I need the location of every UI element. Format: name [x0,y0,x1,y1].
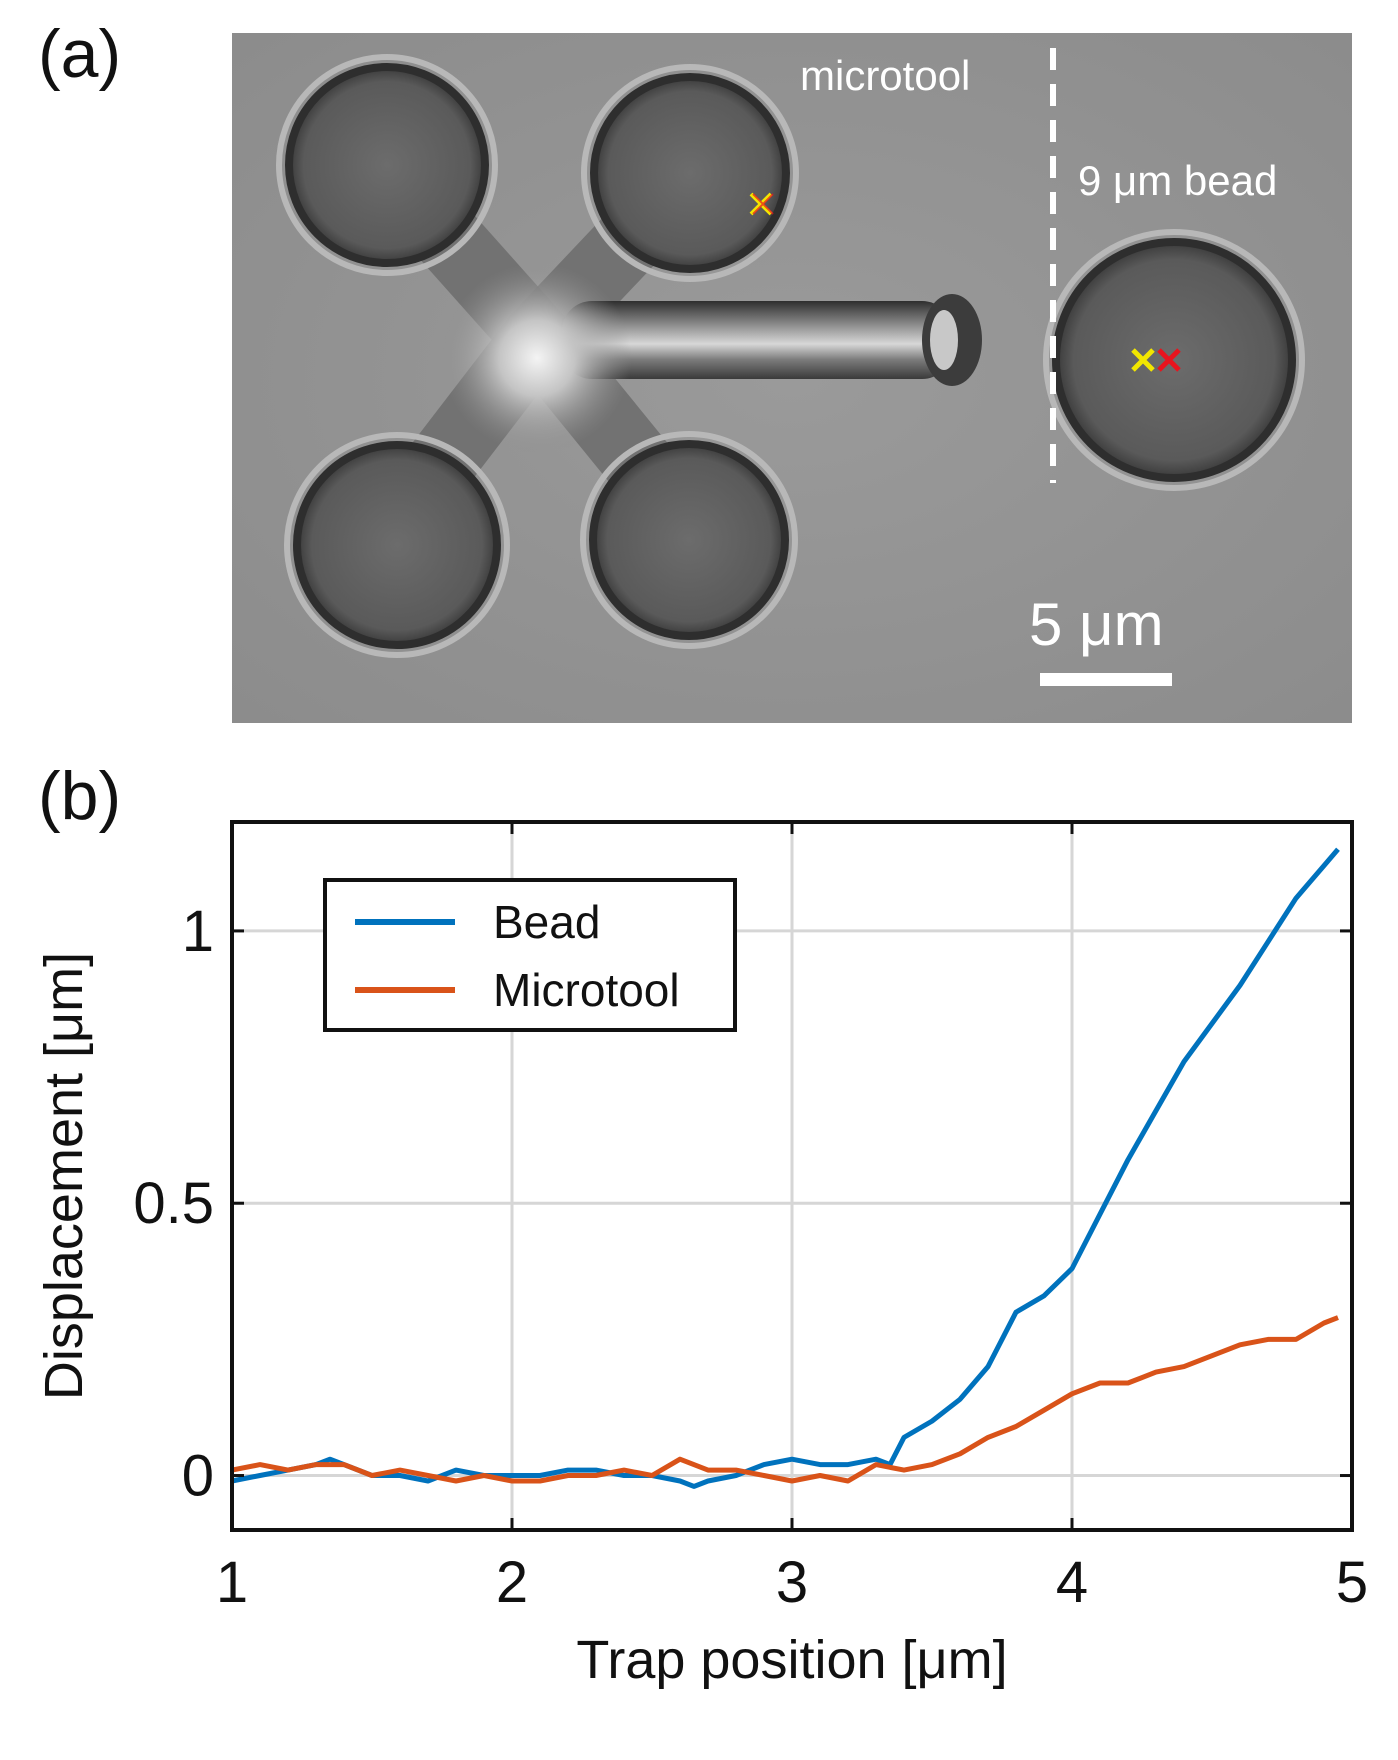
marker-yellow-red-cross [749,192,774,216]
x-tick-labels: 1 2 3 4 5 [216,1550,1368,1615]
legend-box [323,878,737,1032]
handle-bead-bottom-left [284,432,510,658]
y-tick-labels: 00.51 [133,899,214,1509]
x-tick-label: 2 [496,1550,528,1615]
x-tick-label: 5 [1336,1550,1368,1615]
legend: Bead Microtool [323,878,737,1032]
legend-label-bead: Bead [493,896,600,948]
bead-annotation: 9 μm bead [1078,157,1277,204]
tick-marks [230,822,1354,1530]
scale-bar-label: 5 μm [1029,591,1164,658]
target-bead [1043,229,1305,491]
marker-yellow-cross [1131,348,1155,372]
handle-bead-bottom-right [580,431,798,649]
series-lines [231,847,1340,1489]
x-tick-label: 3 [776,1550,808,1615]
panel-a-label: (a) [38,16,122,92]
x-axis-title: Trap position [μm] [576,1630,1007,1690]
handle-bead-top-left [276,54,498,276]
x-tick-label: 1 [216,1550,248,1615]
x-tick-label: 4 [1056,1550,1088,1615]
y-tick-label: 0.5 [133,1171,214,1236]
legend-label-microtool: Microtool [493,964,680,1016]
series-line-microtool [231,1315,1339,1484]
panel-b-label: (b) [38,758,122,834]
handle-bead-top-right [581,64,799,282]
series-line-bead [231,847,1340,1489]
micrograph-image: microtool 9 μm bead 5 μm [232,33,1352,723]
y-tick-label: 1 [182,899,214,964]
microtool-annotation: microtool [800,52,970,99]
scale-bar [1040,673,1172,686]
y-tick-label: 0 [182,1444,214,1509]
y-axis-title: Displacement [μm] [34,952,94,1400]
marker-red-cross [1157,348,1181,372]
